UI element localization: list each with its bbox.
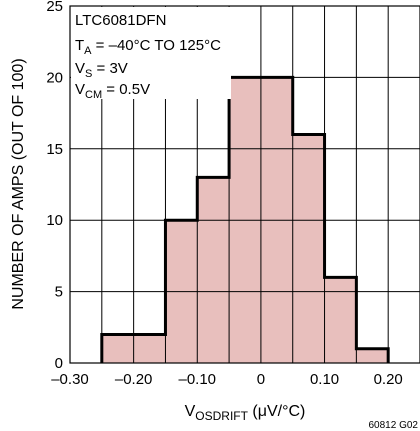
annotation-vs-tail: = 3V	[92, 60, 127, 77]
x-tick-labels: –0.30 –0.20 –0.10 0 0.10 0.20	[51, 371, 403, 388]
bar-2	[197, 177, 230, 363]
annotation-ta-sub: A	[84, 45, 92, 57]
y-tick-labels: 0 5 10 15 20 25	[46, 0, 63, 372]
annotation-vs: VS = 3V	[75, 60, 128, 80]
y-tick-label-1: 5	[55, 284, 63, 301]
annotation-part: LTC6081DFN	[75, 12, 166, 29]
x-tick-label-3: 0	[257, 371, 265, 388]
y-tick-label-3: 15	[46, 141, 63, 158]
annotation-box	[71, 7, 231, 99]
plot-frame	[69, 5, 420, 364]
y-tick-label-4: 20	[46, 69, 63, 86]
x-tick-label-1: –0.20	[115, 371, 153, 388]
annotation-ta: TA = –40°C TO 125°C	[75, 37, 221, 57]
x-tick-label-0: –0.30	[51, 371, 89, 388]
annotation-vcm-sub: CM	[85, 89, 102, 101]
annotation-ta-tail: = –40°C TO 125°C	[92, 37, 222, 54]
bar-6	[356, 348, 389, 363]
annotation-vcm-main: V	[75, 81, 85, 98]
x-tick-label-5: 0.20	[374, 371, 403, 388]
annotation-vs-sub: S	[85, 68, 92, 80]
x-axis-label-sub: OSDRIFT	[195, 409, 248, 423]
x-axis-label-main: V	[185, 403, 196, 420]
annotation-vcm: VCM = 0.5V	[75, 81, 150, 101]
x-axis-label-tail: (μV/°C)	[248, 403, 305, 420]
annotation-vs-main: V	[75, 60, 85, 77]
x-tick-label-4: 0.10	[310, 371, 339, 388]
annotation-vcm-tail: = 0.5V	[102, 81, 150, 98]
annotation-ta-main: T	[75, 37, 84, 54]
bar-5	[324, 277, 357, 363]
figure-code: 60812 G02	[369, 420, 419, 431]
y-tick-label-2: 10	[46, 212, 63, 229]
x-tick-label-2: –0.10	[178, 371, 216, 388]
x-axis-label: VOSDRIFT (μV/°C)	[185, 403, 306, 423]
y-axis-label: NUMBER OF AMPS (OUT OF 100)	[10, 58, 27, 309]
y-tick-label-5: 25	[46, 0, 63, 15]
y-tick-label-0: 0	[55, 355, 63, 372]
bar-4	[292, 134, 325, 363]
histogram-outline	[100, 75, 390, 363]
